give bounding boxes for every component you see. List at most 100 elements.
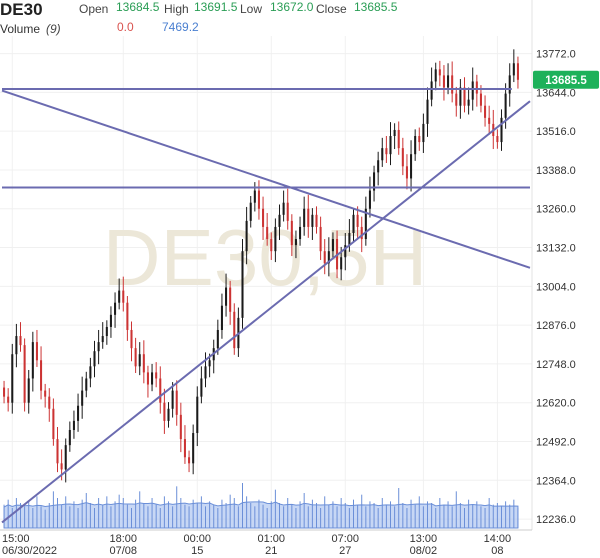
candle-body [241,251,244,318]
candle-body [23,345,26,403]
y-tick-label: 13644.0 [536,87,576,99]
candle-body [438,69,441,76]
candle-body [418,136,421,143]
candle-body [97,342,100,352]
x-tick-date: 15 [191,545,203,557]
candle-body [463,87,466,106]
open-label: Open [79,2,109,16]
candle-body [266,226,269,240]
candle-body [109,314,112,327]
candle-body [373,172,376,191]
x-tick-date: 21 [265,545,277,557]
x-tick-time: 15:00 [2,533,30,545]
candle-body [159,378,162,403]
x-tick-date: 27 [339,545,351,557]
candle-body [307,208,310,227]
candle-body [311,214,314,227]
candle-body [225,287,228,306]
candle-body [451,75,454,94]
last-price-badge-bg [533,70,599,89]
chart-watermark: DE30,5H [103,213,428,302]
candle-body [204,366,207,379]
candle-body [319,226,322,252]
candle-body [81,390,84,406]
candle-body [348,232,351,246]
trendline-4[interactable] [1,100,531,524]
candle-body [422,123,425,143]
candle-body [286,202,289,221]
x-tick-time: 18:00 [110,533,138,545]
candle-body [414,136,417,155]
candle-body [401,148,404,167]
candle-body [455,93,458,106]
candle-body [516,63,519,80]
candle-body [15,336,18,355]
candle-body [368,190,371,209]
candle-body [405,166,408,179]
candle-body [114,302,117,315]
y-tick-label: 13260.0 [536,204,576,216]
x-tick-time: 07:00 [332,533,360,545]
candle-body [344,245,347,258]
candle-body [77,405,80,421]
volume-period: (9) [46,22,61,36]
x-tick-time: 00:00 [184,533,212,545]
candle-body [393,129,396,137]
candle-body [130,329,133,349]
x-tick-time: 01:00 [258,533,286,545]
y-tick-label: 12236.0 [536,514,576,526]
trendline-3[interactable] [1,89,531,269]
volume-ma-value: 7469.2 [162,20,199,34]
candle-body [352,214,355,233]
y-tick-label: 12876.0 [536,320,576,332]
candle-body [216,329,219,349]
candle-body [290,220,293,246]
candle-body [126,302,129,330]
candle-body [208,360,211,367]
x-tick-date: 08 [491,545,503,557]
candlesticks [3,49,519,483]
candle-body [488,117,491,124]
candle-body [35,342,38,361]
candle-body [434,69,437,82]
price-axis: 13772.0 13644.0 13516.0 13388.0 13260.0 13132… [536,49,576,527]
candle-body [122,290,125,303]
candle-body [508,75,511,94]
candle-body [179,414,182,440]
candle-body [479,93,482,106]
candle-body [7,396,10,403]
candle-body [442,75,445,88]
open-value: 13684.5 [116,0,160,14]
candle-body [3,387,6,397]
candle-body [93,351,96,367]
candle-body [192,433,195,464]
trendlines[interactable] [1,88,531,524]
candle-body [138,354,141,367]
candle-body [249,202,252,221]
candle-body [331,239,334,252]
candle-body [27,378,30,403]
candle-body [163,402,166,421]
y-tick-label: 13772.0 [536,49,576,61]
y-tick-label: 13388.0 [536,165,576,177]
candle-body [323,251,326,264]
candle-body [410,154,413,179]
low-value: 13672.0 [270,0,314,14]
candle-body [183,439,186,458]
close-value: 13685.5 [354,0,398,14]
volume-bars [3,483,519,529]
candle-body [19,336,22,346]
candle-body [282,202,285,215]
candle-body [262,208,265,227]
candle-body [385,148,388,155]
candle-body [229,287,232,312]
candle-body [44,390,47,397]
candle-body [68,429,71,446]
candle-body [72,420,75,430]
candle-body [146,372,149,385]
candle-body [270,239,273,252]
candle-body [377,160,380,173]
candle-body [167,408,170,421]
x-tick-date: 08/02 [410,545,438,557]
